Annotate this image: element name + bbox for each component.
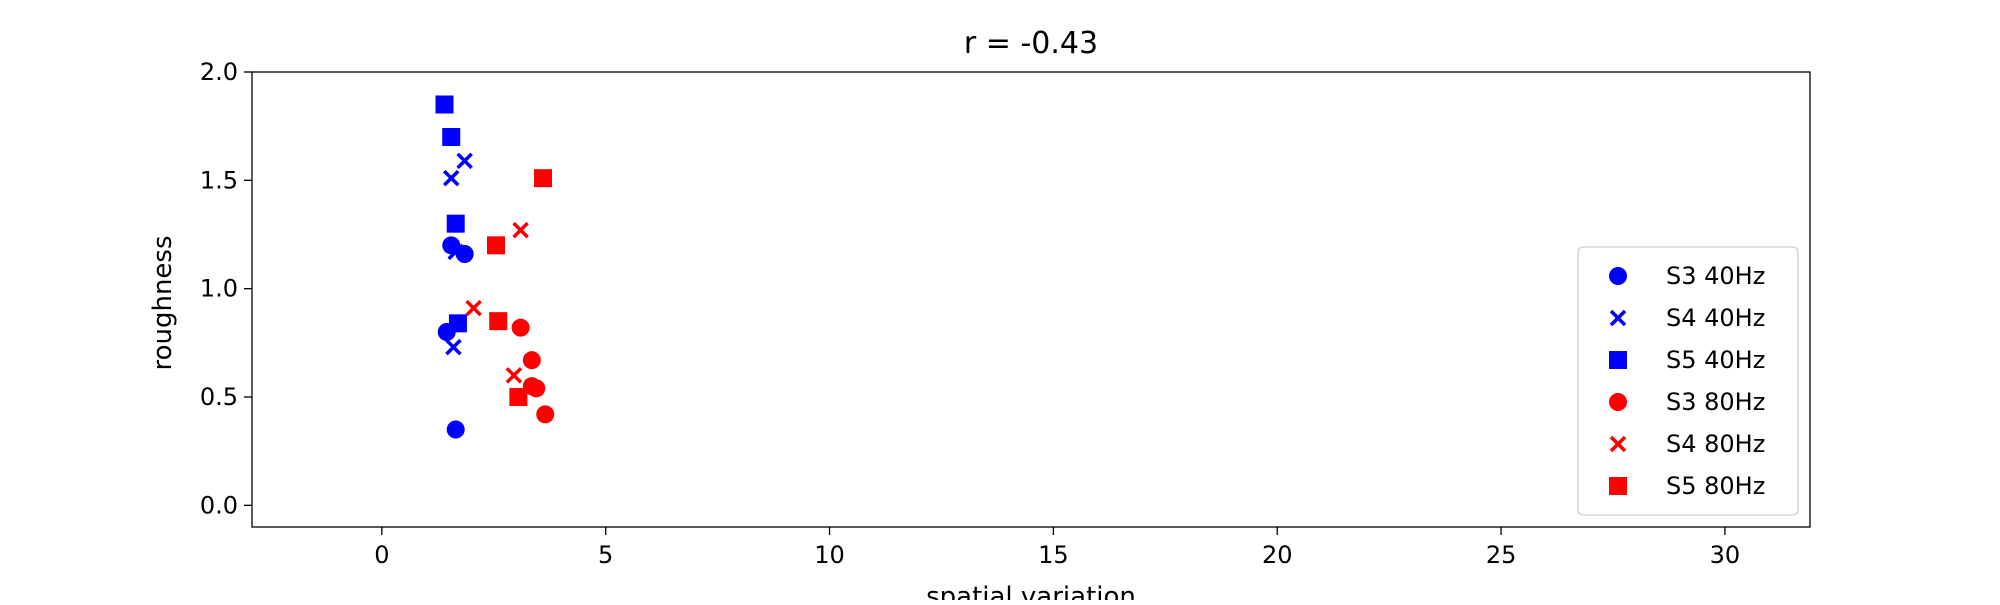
y-tick-label-2: 1.0 [200, 275, 238, 303]
legend-label-1: S4 40Hz [1666, 304, 1765, 332]
y-tick-label-3: 1.5 [200, 166, 238, 194]
data-point-s4-2 [505, 367, 523, 384]
data-point-s1-3 [447, 243, 464, 261]
y-tick-label-4: 2.0 [200, 58, 238, 86]
y-tick-label-0: 0.0 [200, 491, 238, 519]
legend-label-0: S3 40Hz [1666, 262, 1765, 290]
legend-marker-1 [1609, 309, 1627, 327]
ticks-layer: 0 5 10 15 20 25 30 0.0 0.5 1.0 1.5 2.0 [200, 58, 1740, 569]
legend-label-5: S5 80Hz [1666, 472, 1765, 500]
x-tick-label-3: 15 [1038, 541, 1069, 569]
legend-label-4: S4 80Hz [1666, 430, 1765, 458]
data-point-s1-0 [442, 169, 460, 187]
legend-marker-5 [1609, 477, 1627, 495]
data-point-s1-2 [445, 338, 462, 356]
x-tick-label-5: 25 [1486, 541, 1517, 569]
legend-marker-0 [1609, 267, 1627, 285]
data-point-s2-1 [442, 128, 461, 146]
data-point-s2-2 [446, 214, 465, 233]
x-tick-label-4: 20 [1262, 541, 1293, 569]
data-point-s5-2 [489, 312, 508, 331]
data-point-s5-3 [509, 388, 528, 406]
data-point-s5-0 [534, 169, 553, 188]
y-tick-label-1: 0.5 [200, 383, 238, 411]
data-point-s3-1 [522, 351, 541, 370]
data-point-s2-3 [448, 314, 467, 333]
points-layer [435, 95, 555, 439]
chart-title: r = -0.43 [964, 26, 1098, 61]
x-tick-label-1: 5 [598, 541, 613, 569]
data-point-s4-1 [512, 221, 529, 239]
data-point-s2-0 [435, 95, 454, 114]
x-tick-label-0: 0 [374, 541, 389, 569]
x-tick-label-2: 10 [814, 541, 845, 569]
legend-label-2: S5 40Hz [1666, 346, 1765, 374]
legend-marker-4 [1609, 435, 1627, 453]
y-axis-label: roughness [148, 235, 178, 370]
legend-marker-2 [1609, 351, 1627, 369]
data-point-s3-4 [536, 405, 555, 424]
data-point-s1-1 [456, 152, 473, 170]
x-tick-label-6: 30 [1710, 541, 1741, 569]
x-axis-label: spatial variation [926, 582, 1136, 600]
legend-box [1577, 246, 1799, 516]
data-point-s0-3 [446, 420, 465, 439]
data-point-s4-0 [465, 299, 482, 317]
legend-marker-3 [1609, 393, 1627, 411]
legend: S3 40Hz S4 40Hz S5 40Hz S3 80Hz S4 80Hz S5 80… [1577, 246, 1799, 516]
legend-label-3: S3 80Hz [1666, 388, 1765, 416]
data-point-s3-0 [511, 318, 530, 337]
data-point-s5-1 [486, 236, 505, 255]
plot-frame [251, 71, 1811, 528]
data-point-s3-3 [527, 379, 546, 398]
